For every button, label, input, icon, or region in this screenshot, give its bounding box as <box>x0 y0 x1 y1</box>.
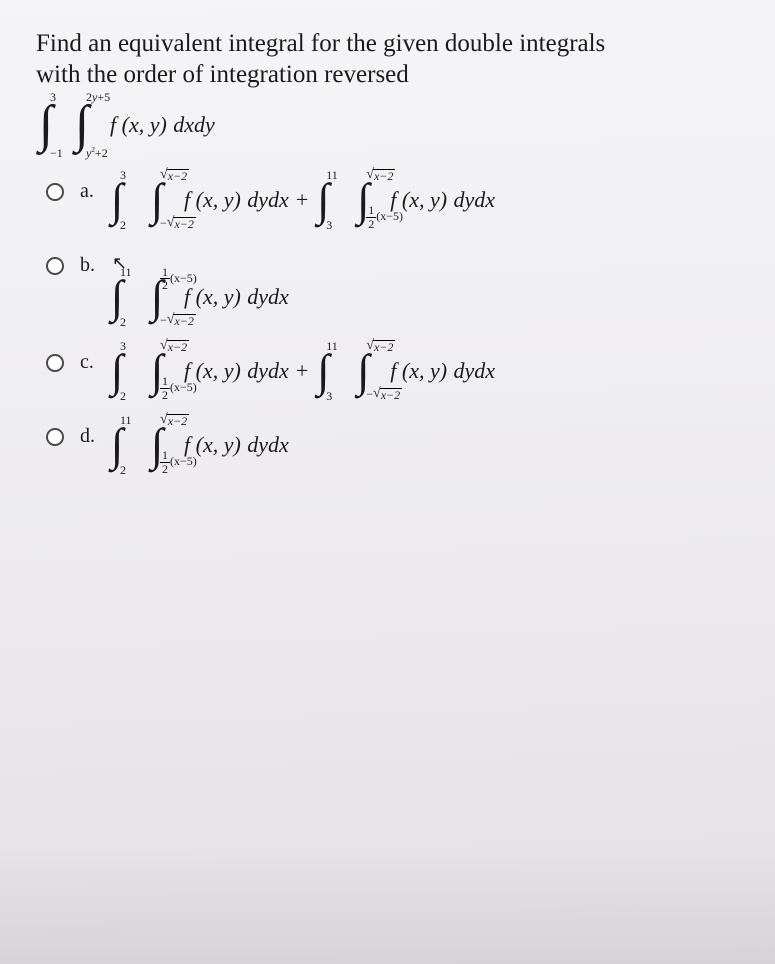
inner-upper-bound: √x−2 <box>366 340 395 354</box>
option-body: ↖∫112 ∫12(x−5)−√x−2 f (x, y) dydx <box>108 251 755 320</box>
integrand: f (x, y) dydx <box>184 432 290 458</box>
inner-lower-bound: −√x−2 <box>366 388 402 402</box>
integrand: f (x, y) dydx <box>390 187 496 213</box>
outer-integral-sign: ∫112 <box>108 274 126 320</box>
outer-integral-sign: ∫113 <box>314 177 332 223</box>
inner-lower-bound: 12(x−5) <box>160 375 197 401</box>
option-label: c. <box>80 351 108 374</box>
outer-integral-sign: ∫ 3 −1 <box>36 99 56 151</box>
outer-integral-sign: ∫32 <box>108 348 126 394</box>
outer-lower-bound: 2 <box>120 390 126 402</box>
outer-upper-bound: 11 <box>120 266 132 278</box>
inner-integral-sign: ∫√x−2−√x−2 <box>148 177 166 223</box>
option-row: b.↖∫112 ∫12(x−5)−√x−2 f (x, y) dydx <box>46 251 755 320</box>
outer-upper-bound: 11 <box>326 340 338 352</box>
outer-upper-bound: 11 <box>120 414 132 426</box>
integrand: f (x, y) dydx <box>184 187 290 213</box>
stem-line-2: with the order of integration reversed <box>36 61 409 88</box>
option-row: a.∫32∫√x−2−√x−2f (x, y) dydx+∫113∫√x−212… <box>46 177 755 223</box>
option-label: d. <box>80 425 108 448</box>
outer-upper-bound: 3 <box>50 91 56 103</box>
integral-pair: ∫32 ∫√x−212(x−5) <box>108 348 166 394</box>
integrand: f (x, y) dydx <box>184 284 290 310</box>
stem-line-1: Find an equivalent integral for the give… <box>36 30 605 57</box>
plus-sign: + <box>296 187 308 213</box>
outer-lower-bound: 3 <box>326 219 332 231</box>
option-row: d.∫112 ∫√x−212(x−5) f (x, y) dydx <box>46 422 755 468</box>
inner-upper-bound: 2y+5 <box>86 91 110 103</box>
option-radio[interactable] <box>46 428 64 446</box>
question-page: Find an equivalent integral for the give… <box>0 0 775 964</box>
inner-upper-bound: √x−2 <box>160 169 189 183</box>
inner-integral-sign: ∫ 2y+5 y2+2 <box>72 99 92 151</box>
option-radio[interactable] <box>46 354 64 372</box>
inner-integral-sign: ∫√x−212(x−5) <box>148 422 166 468</box>
integral-pair: ∫32 ∫√x−2−√x−2 <box>108 177 166 223</box>
option-expression: ∫32∫√x−2−√x−2f (x, y) dydx+∫113∫√x−212(x… <box>108 177 755 223</box>
integrand: f (x, y) dydx <box>184 358 290 384</box>
outer-upper-bound: 3 <box>120 169 126 181</box>
outer-lower-bound: 2 <box>120 219 126 231</box>
integrand: f (x, y) dydx <box>390 358 496 384</box>
given-integral-pair: ∫ 3 −1 ∫ 2y+5 y2+2 <box>36 99 92 151</box>
options-list: a.∫32∫√x−2−√x−2f (x, y) dydx+∫113∫√x−212… <box>46 177 755 468</box>
plus-sign: + <box>296 358 308 384</box>
option-label: a. <box>80 180 108 203</box>
option-radio[interactable] <box>46 257 64 275</box>
option-body: ∫32∫√x−212(x−5)f (x, y) dydx+∫113∫√x−2−√… <box>108 348 755 394</box>
inner-integral-sign: ∫√x−212(x−5) <box>354 177 372 223</box>
given-integrand: f (x, y) dxdy <box>110 112 216 138</box>
integral-pair: ∫112 ∫12(x−5)−√x−2 <box>108 274 166 320</box>
outer-lower-bound: 3 <box>326 390 332 402</box>
outer-integral-sign: ∫32 <box>108 177 126 223</box>
integral-pair: ∫112 ∫√x−212(x−5) <box>108 422 166 468</box>
outer-upper-bound: 3 <box>120 340 126 352</box>
option-expression: ∫32∫√x−212(x−5)f (x, y) dydx+∫113∫√x−2−√… <box>108 348 755 394</box>
option-body: ∫112 ∫√x−212(x−5) f (x, y) dydx <box>108 422 755 468</box>
inner-lower-bound: 12(x−5) <box>160 449 197 475</box>
integral-pair: ∫113 ∫√x−2−√x−2 <box>314 348 372 394</box>
inner-integral-sign: ∫√x−2−√x−2 <box>354 348 372 394</box>
inner-integral-sign: ∫√x−212(x−5) <box>148 348 166 394</box>
integral-pair: ∫113 ∫√x−212(x−5) <box>314 177 372 223</box>
option-expression: ∫112 ∫√x−212(x−5) f (x, y) dydx <box>108 422 755 468</box>
option-expression: ∫112 ∫12(x−5)−√x−2 f (x, y) dydx <box>108 274 755 320</box>
cursor-icon: ↖ <box>112 253 755 274</box>
inner-upper-bound: 12(x−5) <box>160 266 197 292</box>
inner-lower-bound: 12(x−5) <box>366 204 403 230</box>
option-row: c.∫32∫√x−212(x−5)f (x, y) dydx+∫113∫√x−2… <box>46 348 755 394</box>
inner-upper-bound: √x−2 <box>160 414 189 428</box>
outer-integral-sign: ∫113 <box>314 348 332 394</box>
inner-lower-bound: y2+2 <box>86 147 108 159</box>
outer-lower-bound: 2 <box>120 316 126 328</box>
inner-integral-sign: ∫12(x−5)−√x−2 <box>148 274 166 320</box>
outer-lower-bound: −1 <box>50 147 63 159</box>
outer-upper-bound: 11 <box>326 169 338 181</box>
inner-lower-bound: −√x−2 <box>160 217 196 231</box>
outer-lower-bound: 2 <box>120 464 126 476</box>
outer-integral-sign: ∫112 <box>108 422 126 468</box>
option-label: b. <box>80 254 108 277</box>
question-stem: Find an equivalent integral for the give… <box>36 28 755 91</box>
inner-lower-bound: −√x−2 <box>160 314 196 328</box>
option-radio[interactable] <box>46 183 64 201</box>
given-integral: ∫ 3 −1 ∫ 2y+5 y2+2 f (x, y) dxdy <box>36 99 755 151</box>
option-body: ∫32∫√x−2−√x−2f (x, y) dydx+∫113∫√x−212(x… <box>108 177 755 223</box>
inner-upper-bound: √x−2 <box>366 169 395 183</box>
inner-upper-bound: √x−2 <box>160 340 189 354</box>
